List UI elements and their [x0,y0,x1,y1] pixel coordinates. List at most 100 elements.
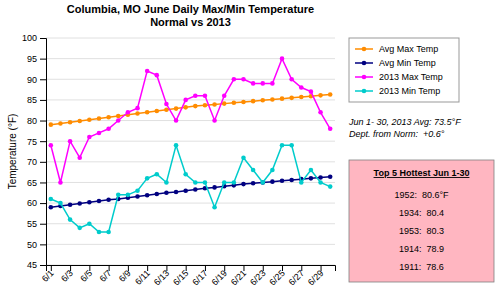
series-point [212,205,217,210]
x-tick-mark [51,265,52,271]
x-tick-label: 6/3 [59,268,75,284]
note-box-line: 1934: 80.4 [399,208,444,218]
x-tick-label: 6/11 [133,268,152,287]
series-point [280,143,285,148]
series-point [68,202,73,207]
x-tick: 6/13 [152,265,171,287]
series-point [97,199,102,204]
y-tick-mark [40,38,46,39]
y-tick: 85 [27,95,46,105]
series-point [260,180,265,185]
series-point [318,110,323,115]
x-tick: 6/5 [78,265,94,284]
x-tick-label: 6/1 [40,268,56,284]
x-tick-mark [321,265,322,271]
x-tick-mark [205,265,206,271]
y-tick-mark [40,141,46,142]
x-axis-line [47,266,336,272]
series-point [49,143,54,148]
grid-line [46,244,335,245]
series-point [299,95,304,100]
legend-label: 2013 Min Temp [379,86,440,96]
x-tick-label: 6/25 [267,268,286,287]
note-box-line: 1952: 80.6°F [394,190,449,200]
series-point [174,143,179,148]
series-point [270,179,275,184]
series-point [154,172,159,177]
series-point [49,197,54,202]
series-point [193,93,198,98]
annotation: Dept. from Norm: +0.6° [349,129,445,139]
series-point [203,93,208,98]
series-point [212,102,217,107]
legend-box [349,38,459,102]
x-tick: 6/7 [98,265,114,284]
x-axis: 6/16/36/56/76/96/116/136/156/176/196/216… [40,265,336,287]
x-tick: 6/9 [117,265,133,284]
series-point [116,193,121,198]
series-point [241,100,246,105]
series-point [280,96,285,101]
y-tick: 95 [27,54,46,64]
y-tick: 65 [27,178,46,188]
y-tick: 45 [27,260,46,270]
series-point [126,193,131,198]
y-tick-label: 50 [27,240,37,250]
series-point [289,178,294,183]
series-point [212,118,217,123]
series-point [212,185,217,190]
series-point [222,101,227,106]
series-point [58,121,63,126]
series-point [68,217,73,222]
legend-marker [362,75,367,80]
series-point [270,97,275,102]
y-tick-mark [40,162,46,163]
series-point [260,180,265,185]
series-point [193,187,198,192]
series-point [97,131,102,136]
series-point [77,119,82,124]
x-tick-label: 6/27 [287,268,306,287]
y-tick-mark [40,100,46,101]
y-tick-mark [40,244,46,245]
y-tick-label: 95 [27,54,37,64]
y-tick-mark [40,121,46,122]
x-tick: 6/17 [190,265,209,287]
series-point [328,127,333,132]
series-point [126,110,131,115]
series-point [251,99,256,104]
series-point [183,172,188,177]
note-box-line: 1953: 80.3 [399,226,444,236]
series-point [87,221,92,226]
series-point [280,56,285,61]
x-tick-label: 6/23 [248,268,267,287]
note-box-line: 1914: 78.9 [399,244,444,254]
series-point [164,190,169,195]
series-point [328,92,333,97]
series-point [299,85,304,90]
note-box-frame [349,160,494,282]
series-point [135,111,140,116]
series-point [289,77,294,82]
series-point [318,175,323,180]
series-point [280,179,285,184]
series-point [154,73,159,78]
series-point [87,135,92,140]
x-tick-mark [89,265,90,271]
series-point [232,180,237,185]
series-point [154,192,159,197]
legend-item: 2013 Max Temp [355,72,443,82]
x-tick-mark [243,265,244,271]
series-point [87,200,92,205]
x-tick: 6/21 [229,265,248,287]
series-point [309,89,314,94]
y-axis-title: Temperature (°F) [7,114,18,190]
series-point [328,174,333,179]
series-point [260,98,265,103]
x-tick: 6/19 [210,265,229,287]
x-tick-label: 6/9 [117,268,133,284]
legend-marker [362,61,367,66]
series-point [77,155,82,160]
legend-label: Avg Max Temp [379,44,438,54]
note-box-title: Top 5 Hottest Jun 1-30 [374,168,470,178]
